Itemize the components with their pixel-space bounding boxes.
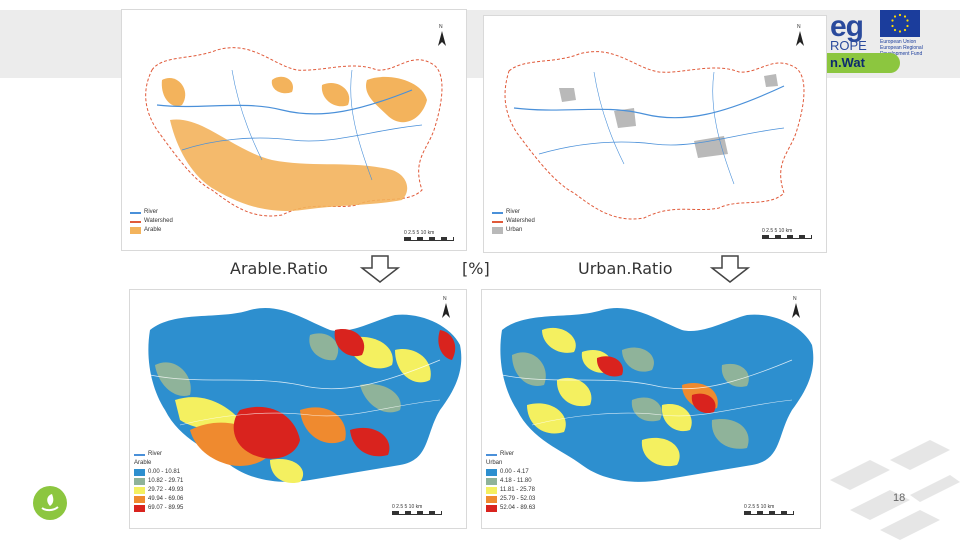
urban-ratio-map-graphic [500, 308, 814, 482]
scale-bar: 0 2.5 5 10 km [762, 228, 812, 239]
legend-class-row: 49.94 - 69.06 [134, 495, 183, 504]
legend-class-row: 0.00 - 10.81 [134, 468, 183, 477]
legend-class-row: 4.18 - 11.80 [486, 477, 535, 486]
legend-row-river: River [134, 450, 183, 459]
legend-row-river: River [492, 208, 535, 217]
interreg-logo: eg ROPE European Union European Regional… [826, 8, 952, 73]
north-arrow-icon: N [438, 296, 454, 322]
urban-swatch [492, 227, 503, 234]
class-swatch [486, 487, 497, 494]
legend-class-row: 0.00 - 4.17 [486, 468, 535, 477]
legend-row-watershed: Watershed [492, 217, 535, 226]
arable-landuse-map: N River Watershed Arable 0 2.5 5 10 km [122, 10, 466, 250]
class-swatch [134, 478, 145, 485]
arable-swatch [130, 227, 141, 234]
urban-ratio-map: N River Urban 0.00 - 4.17 4.18 - 11.80 1… [482, 290, 820, 528]
arable-ratio-legend: River Arable 0.00 - 10.81 10.82 - 29.71 … [134, 450, 183, 513]
urban-ratio-legend: River Urban 0.00 - 4.17 4.18 - 11.80 11.… [486, 450, 535, 513]
legend-class-row: 11.81 - 25.78 [486, 486, 535, 495]
arable-ratio-caption: Arable.Ratio [230, 259, 328, 278]
class-swatch [134, 469, 145, 476]
arable-ratio-map: N River Arable 0.00 - 10.81 10.82 - 29.7… [130, 290, 466, 528]
river-swatch [134, 453, 145, 456]
legend-row-watershed: Watershed [130, 217, 173, 226]
decorative-arrows [820, 440, 960, 540]
scale-bar: 0 2.5 5 10 km [744, 504, 794, 515]
unit-caption: [%] [462, 259, 490, 278]
legend-class-row: 52.04 - 89.63 [486, 504, 535, 513]
leaf-hand-icon [33, 486, 67, 520]
page-number: 18 [893, 492, 906, 504]
urban-ratio-caption: Urban.Ratio [578, 259, 673, 278]
watershed-swatch [492, 220, 503, 223]
project-logo: n.Wat [826, 53, 900, 73]
down-arrow-icon [708, 254, 752, 284]
program-logo-subtext: ROPE [830, 38, 867, 53]
class-swatch [134, 505, 145, 512]
class-swatch [134, 496, 145, 503]
arable-map-legend: River Watershed Arable [130, 208, 173, 235]
north-arrow-icon: N [792, 24, 808, 50]
watershed-swatch [130, 220, 141, 223]
legend-class-row: 10.82 - 29.71 [134, 477, 183, 486]
north-arrow-icon: N [434, 24, 450, 50]
arable-map-graphic [145, 47, 443, 217]
urban-landuse-map: N River Watershed Urban 0 2.5 5 10 km [484, 16, 826, 252]
legend-row-urban: Urban [492, 226, 535, 235]
legend-title: Urban [486, 460, 503, 466]
legend-title: Arable [134, 460, 152, 466]
legend-row-river: River [130, 208, 173, 217]
legend-row-arable: Arable [130, 226, 173, 235]
project-logo-text: n.Wat [830, 55, 865, 70]
urban-map-legend: River Watershed Urban [492, 208, 535, 235]
legend-class-row: 25.79 - 52.03 [486, 495, 535, 504]
eu-flag-icon [880, 10, 920, 37]
legend-row-river: River [486, 450, 535, 459]
legend-class-row: 69.07 - 89.95 [134, 504, 183, 513]
river-swatch [486, 453, 497, 456]
river-swatch [492, 211, 503, 214]
urban-map-graphic [504, 51, 805, 220]
class-swatch [486, 496, 497, 503]
program-logo-text: eg [830, 10, 864, 43]
north-arrow-icon: N [788, 296, 804, 322]
class-swatch [486, 478, 497, 485]
legend-class-row: 29.72 - 49.93 [134, 486, 183, 495]
eu-emblem-text: European Union European Regional Develop… [880, 39, 923, 57]
arable-ratio-map-graphic [148, 308, 462, 484]
class-swatch [134, 487, 145, 494]
class-swatch [486, 469, 497, 476]
down-arrow-icon [358, 254, 402, 284]
scale-bar: 0 2.5 5 10 km [404, 230, 454, 241]
class-swatch [486, 505, 497, 512]
scale-bar: 0 2.5 5 10 km [392, 504, 442, 515]
river-swatch [130, 211, 141, 214]
